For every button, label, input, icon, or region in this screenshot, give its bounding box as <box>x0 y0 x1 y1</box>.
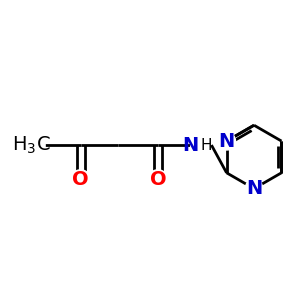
Circle shape <box>17 131 45 159</box>
Text: H$_3$C: H$_3$C <box>12 134 50 156</box>
Text: H: H <box>200 137 212 152</box>
Text: O: O <box>150 170 166 189</box>
Circle shape <box>71 170 91 190</box>
Text: N: N <box>218 132 235 151</box>
Text: N: N <box>182 136 199 154</box>
Text: O: O <box>72 170 89 189</box>
Circle shape <box>190 136 208 154</box>
Circle shape <box>245 180 263 198</box>
Circle shape <box>218 132 236 150</box>
Circle shape <box>148 170 168 190</box>
Text: N: N <box>246 179 262 198</box>
